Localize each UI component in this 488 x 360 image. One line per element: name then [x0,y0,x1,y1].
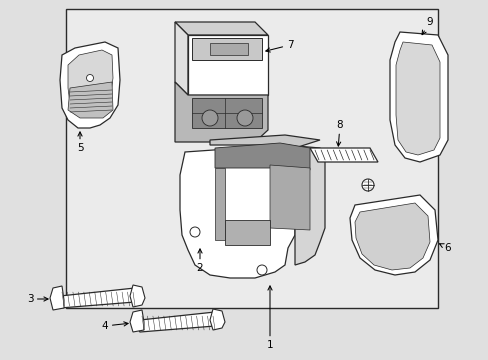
Polygon shape [192,98,262,128]
Circle shape [190,227,200,237]
Polygon shape [175,82,267,142]
Polygon shape [192,38,262,60]
Circle shape [86,75,93,81]
Polygon shape [130,310,143,332]
Polygon shape [349,195,437,275]
Text: 7: 7 [265,40,293,52]
Text: 5: 5 [77,132,83,153]
Text: 1: 1 [266,286,273,350]
Polygon shape [395,42,439,155]
Polygon shape [389,32,447,162]
Polygon shape [175,22,267,35]
Polygon shape [209,309,224,330]
Circle shape [361,179,373,191]
Polygon shape [309,148,377,162]
Text: 9: 9 [421,17,432,35]
Polygon shape [187,35,267,95]
Polygon shape [56,288,140,308]
Polygon shape [215,168,224,240]
Circle shape [237,110,252,126]
Polygon shape [354,203,429,270]
Text: 6: 6 [439,243,450,253]
Polygon shape [50,286,64,310]
Polygon shape [68,50,113,117]
Polygon shape [215,143,309,170]
Text: 8: 8 [336,120,343,146]
Text: 3: 3 [27,294,48,304]
Polygon shape [209,43,247,55]
Circle shape [202,110,218,126]
Polygon shape [285,145,325,265]
Polygon shape [180,145,294,278]
Polygon shape [60,42,120,128]
Polygon shape [224,220,269,245]
Polygon shape [130,285,145,307]
Text: 2: 2 [196,249,203,273]
Polygon shape [269,165,309,230]
Polygon shape [68,82,113,118]
Bar [66,9,437,308]
Text: 4: 4 [102,321,128,331]
Polygon shape [136,312,220,332]
Polygon shape [175,22,187,95]
Circle shape [257,265,266,275]
Polygon shape [209,135,319,148]
